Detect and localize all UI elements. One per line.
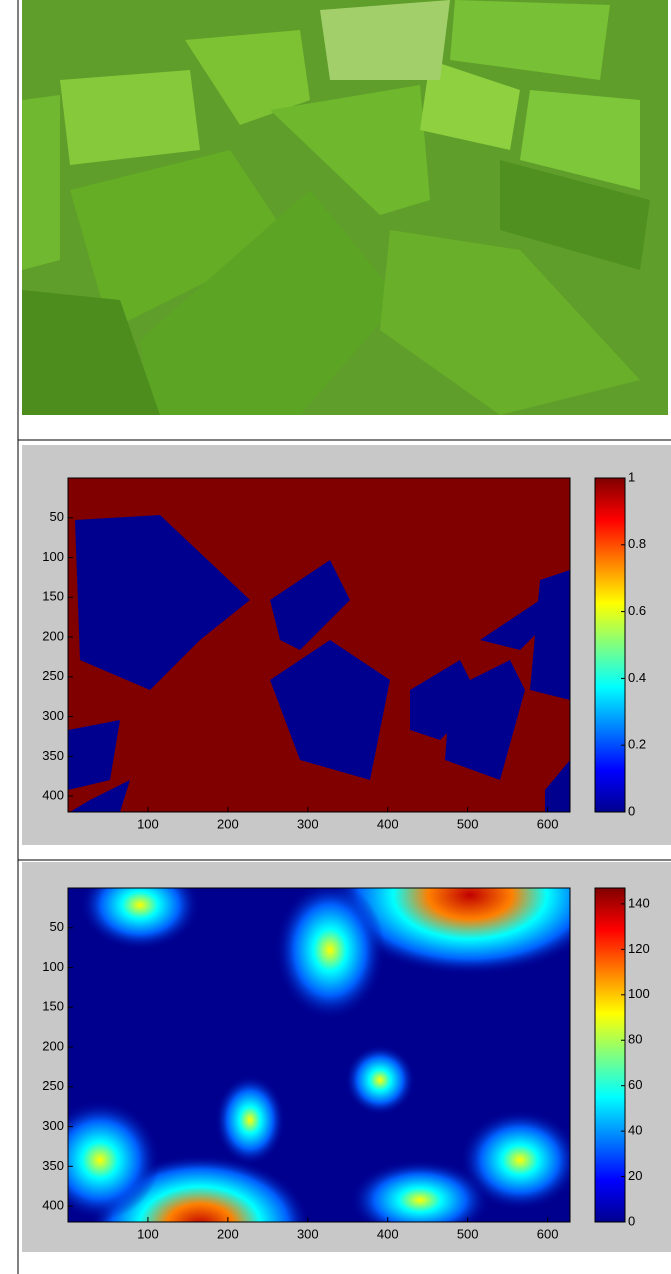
x-tick-label: 300 xyxy=(297,1226,319,1241)
colorbar-tick-label: 100 xyxy=(628,986,650,1001)
colorbar-tick-label: 40 xyxy=(628,1123,642,1138)
y-tick-label: 350 xyxy=(42,1158,64,1173)
colorbar-tick-label: 140 xyxy=(628,895,650,910)
colorbar-tick-label: 1 xyxy=(628,469,635,484)
colorbar-tick-label: 60 xyxy=(628,1077,642,1092)
x-tick-label: 400 xyxy=(377,1226,399,1241)
y-tick-label: 150 xyxy=(42,589,64,604)
x-tick-label: 200 xyxy=(217,1226,239,1241)
figure: 1002003004005006005010015020025030035040… xyxy=(0,0,671,1274)
x-tick-label: 400 xyxy=(377,816,399,831)
colorbar-tick-label: 0.8 xyxy=(628,536,646,551)
colorbar-tick-label: 20 xyxy=(628,1168,642,1183)
y-tick-label: 400 xyxy=(42,788,64,803)
colorbar-tick-label: 0 xyxy=(628,803,635,818)
colorbar-tick-label: 0.6 xyxy=(628,603,646,618)
colorbar-tick-label: 80 xyxy=(628,1032,642,1047)
y-tick-label: 200 xyxy=(42,1038,64,1053)
y-tick-label: 300 xyxy=(42,1118,64,1133)
y-tick-label: 150 xyxy=(42,999,64,1014)
x-tick-label: 500 xyxy=(457,1226,479,1241)
colorbar xyxy=(595,888,625,1222)
colorbar-tick-label: 0.2 xyxy=(628,737,646,752)
y-tick-label: 350 xyxy=(42,748,64,763)
y-tick-label: 50 xyxy=(50,509,64,524)
x-tick-label: 600 xyxy=(537,816,559,831)
y-tick-label: 250 xyxy=(42,668,64,683)
colorbar-tick-label: 0.4 xyxy=(628,670,646,685)
y-tick-label: 200 xyxy=(42,628,64,643)
y-tick-label: 100 xyxy=(42,959,64,974)
colorbar-tick-label: 120 xyxy=(628,941,650,956)
y-tick-label: 300 xyxy=(42,708,64,723)
x-tick-label: 100 xyxy=(137,816,159,831)
y-tick-label: 100 xyxy=(42,549,64,564)
page: {"chart_data": [ {"type": "heatmap", "xl… xyxy=(0,0,671,1274)
x-tick-label: 100 xyxy=(137,1226,159,1241)
x-tick-label: 600 xyxy=(537,1226,559,1241)
x-tick-label: 300 xyxy=(297,816,319,831)
y-tick-label: 250 xyxy=(42,1078,64,1093)
binary-map xyxy=(68,478,570,812)
x-tick-label: 500 xyxy=(457,816,479,831)
photo xyxy=(22,0,668,415)
y-tick-label: 400 xyxy=(42,1198,64,1213)
y-tick-label: 50 xyxy=(50,919,64,934)
colorbar xyxy=(595,478,625,812)
x-tick-label: 200 xyxy=(217,816,239,831)
colorbar-tick-label: 0 xyxy=(628,1213,635,1228)
